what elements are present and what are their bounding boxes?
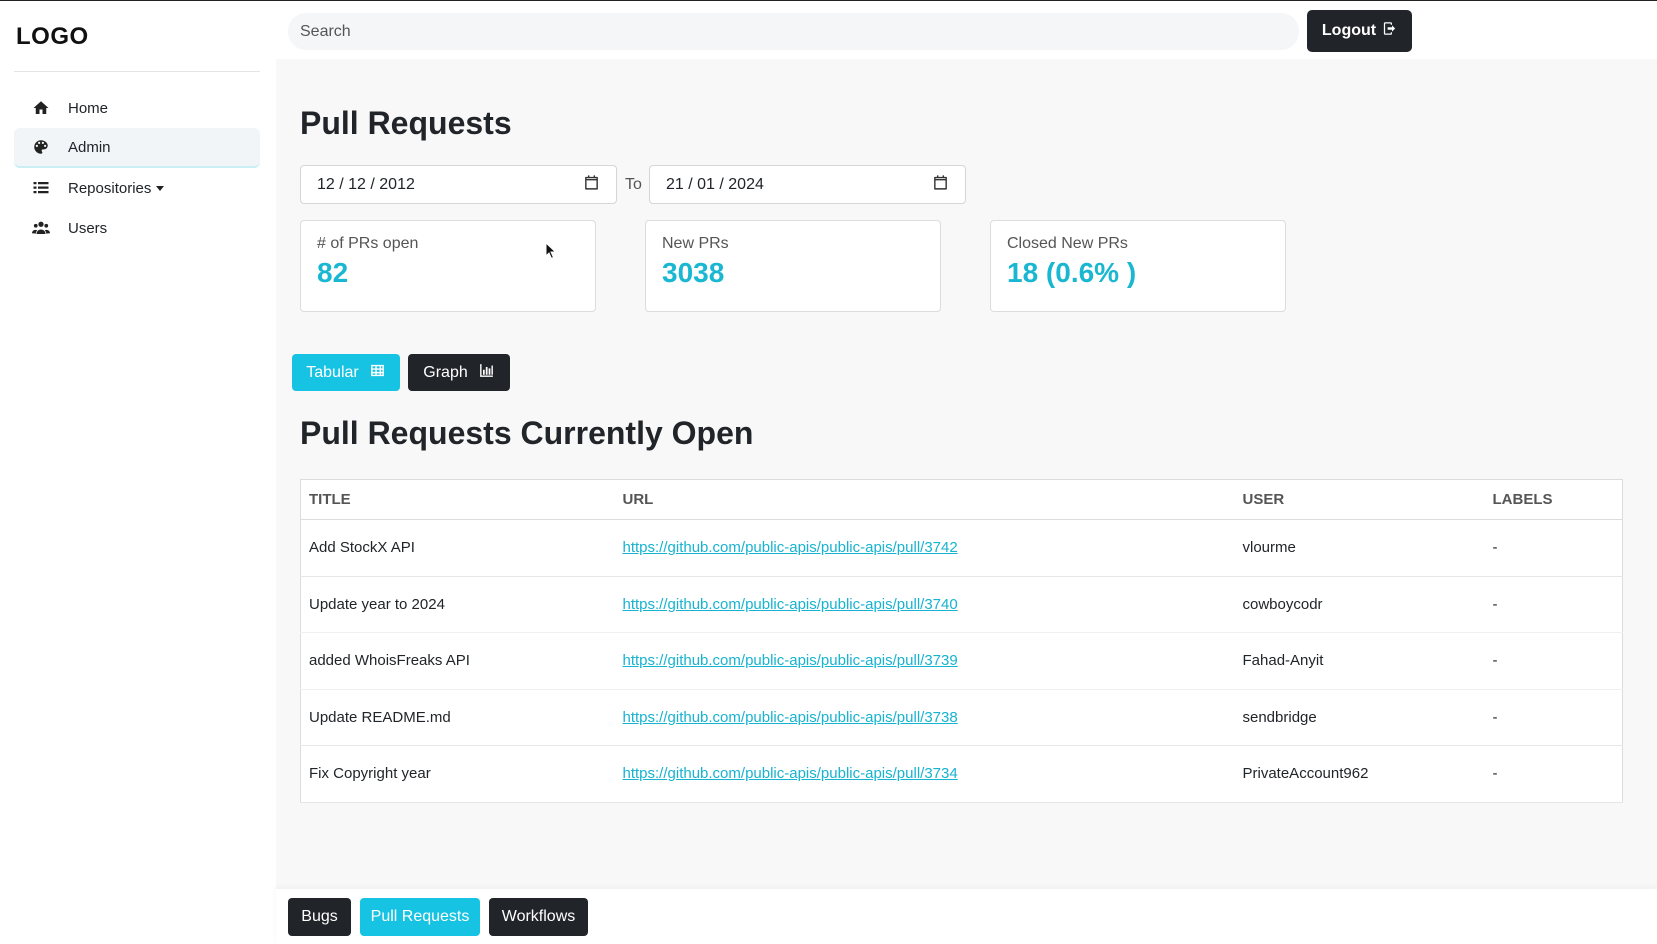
date-from-value: 12 / 12 / 2012 (317, 175, 415, 193)
pr-user: sendbridge (1234, 689, 1485, 746)
pr-title: Add StockX API (300, 519, 615, 577)
pr-user: PrivateAccount962 (1234, 745, 1485, 803)
pr-url-cell: https://github.com/public-apis/public-ap… (614, 689, 1235, 746)
table-row: Update README.md https://github.com/publ… (300, 689, 1623, 746)
table-icon (369, 362, 386, 384)
calendar-icon[interactable] (583, 174, 600, 196)
bar-chart-icon (478, 362, 495, 384)
date-range-separator: To (625, 176, 642, 193)
graph-view-button[interactable]: Graph (408, 354, 510, 391)
pr-title: Update README.md (300, 689, 615, 746)
pr-url-link[interactable]: https://github.com/public-apis/public-ap… (622, 539, 958, 557)
column-header-labels[interactable]: LABELS (1484, 479, 1623, 520)
table-section-title: Pull Requests Currently Open (300, 415, 754, 451)
graph-label: Graph (423, 363, 468, 381)
tabular-view-button[interactable]: Tabular (292, 354, 400, 391)
pr-labels: - (1484, 745, 1623, 803)
sidebar-item-label: Home (68, 99, 109, 117)
date-from-input[interactable]: 12 / 12 / 2012 (300, 165, 617, 204)
table-row: Fix Copyright year https://github.com/pu… (300, 745, 1623, 803)
tab-workflows[interactable]: Workflows (489, 898, 588, 936)
sidebar-item-label: Users (68, 219, 108, 237)
search-input[interactable] (288, 13, 1299, 50)
pr-url-cell: https://github.com/public-apis/public-ap… (614, 519, 1235, 577)
pr-url-link[interactable]: https://github.com/public-apis/public-ap… (622, 765, 958, 783)
logout-label: Logout (1321, 22, 1377, 39)
pr-user: vlourme (1234, 519, 1485, 577)
chevron-down-icon (156, 185, 165, 191)
pr-labels: - (1484, 632, 1623, 690)
sidebar-item-users[interactable]: Users (14, 208, 260, 248)
palette-icon (30, 138, 52, 156)
stat-value: 3038 (662, 257, 725, 288)
stat-value: 82 (317, 257, 349, 288)
sign-out-icon (1382, 21, 1397, 41)
stat-label: Closed New PRs (1007, 235, 1128, 252)
calendar-icon[interactable] (932, 174, 949, 196)
sidebar: LOGO Home Admin Repositories Users (0, 1, 276, 944)
pull-requests-table: TITLE URL USER LABELS Add StockX API htt… (300, 479, 1623, 803)
pr-url-cell: https://github.com/public-apis/public-ap… (614, 632, 1235, 690)
bottom-tab-bar: Bugs Pull Requests Workflows (276, 889, 1657, 944)
pr-title: Fix Copyright year (300, 745, 615, 803)
sidebar-item-label: Repositories (68, 179, 152, 197)
column-header-user[interactable]: USER (1234, 479, 1485, 520)
table-header-row: TITLE URL USER LABELS (300, 479, 1623, 520)
pr-title: Update year to 2024 (300, 576, 615, 633)
logout-button[interactable]: Logout (1307, 10, 1412, 52)
pr-url-link[interactable]: https://github.com/public-apis/public-ap… (622, 652, 958, 670)
sidebar-item-repositories[interactable]: Repositories (14, 168, 260, 208)
pr-title: added WhoisFreaks API (300, 632, 615, 690)
column-header-title[interactable]: TITLE (300, 479, 615, 520)
tab-pull-requests[interactable]: Pull Requests (360, 898, 480, 936)
sidebar-nav: Home Admin Repositories Users (14, 88, 260, 248)
stat-value: 18 (0.6% ) (1007, 257, 1137, 288)
column-header-url[interactable]: URL (614, 479, 1235, 520)
pr-url-cell: https://github.com/public-apis/public-ap… (614, 576, 1235, 633)
home-icon (30, 99, 52, 117)
pr-labels: - (1484, 576, 1623, 633)
date-to-input[interactable]: 21 / 01 / 2024 (649, 165, 966, 204)
pr-url-link[interactable]: https://github.com/public-apis/public-ap… (622, 595, 958, 613)
stat-label: # of PRs open (317, 235, 419, 252)
list-icon (30, 179, 52, 197)
table-row: added WhoisFreaks API https://github.com… (300, 632, 1623, 690)
tabular-label: Tabular (306, 363, 359, 381)
pr-labels: - (1484, 689, 1623, 746)
sidebar-item-home[interactable]: Home (14, 88, 260, 128)
date-to-value: 21 / 01 / 2024 (666, 175, 764, 193)
pr-url-cell: https://github.com/public-apis/public-ap… (614, 745, 1235, 803)
sidebar-divider (14, 71, 260, 72)
sidebar-item-admin[interactable]: Admin (14, 128, 260, 168)
stat-card-new-prs: New PRs 3038 (645, 220, 941, 312)
sidebar-item-label: Admin (68, 138, 111, 156)
pr-user: Fahad-Anyit (1234, 632, 1485, 690)
stat-card-prs-open: # of PRs open 82 (300, 220, 596, 312)
main-content: Pull Requests 12 / 12 / 2012 To 21 / 01 … (276, 59, 1657, 889)
pr-url-link[interactable]: https://github.com/public-apis/public-ap… (622, 708, 958, 726)
mouse-pointer-icon (545, 242, 557, 260)
pr-labels: - (1484, 519, 1623, 577)
stat-card-closed-prs: Closed New PRs 18 (0.6% ) (990, 220, 1286, 312)
page-title: Pull Requests (300, 105, 512, 141)
users-icon (30, 219, 52, 237)
table-row: Add StockX API https://github.com/public… (300, 519, 1623, 577)
table-row: Update year to 2024 https://github.com/p… (300, 576, 1623, 633)
stat-label: New PRs (662, 235, 729, 252)
tab-bugs[interactable]: Bugs (288, 898, 351, 936)
pr-user: cowboycodr (1234, 576, 1485, 633)
logo[interactable]: LOGO (16, 23, 89, 50)
